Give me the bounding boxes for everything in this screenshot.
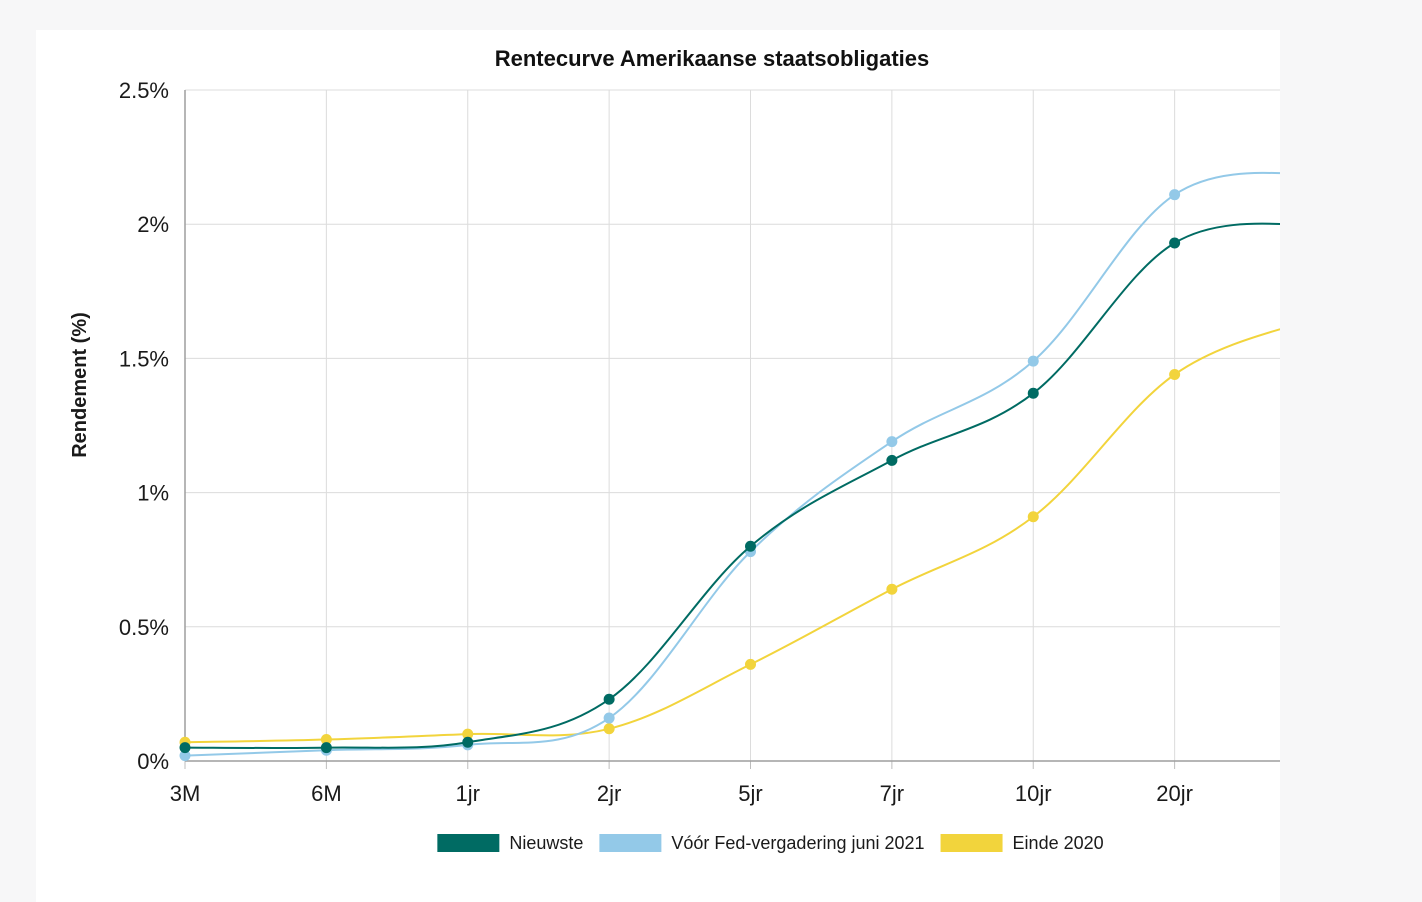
- data-point-voor-fed-vergadering-juni-2021-10jr[interactable]: [1027, 355, 1039, 367]
- data-point-nieuwste-7jr[interactable]: [886, 454, 898, 466]
- data-point-einde-2020-20jr[interactable]: [1169, 369, 1181, 381]
- y-tick-label: 1.5%: [119, 346, 169, 371]
- legend-item-einde-2020[interactable]: Einde 2020: [940, 833, 1104, 853]
- legend-label-voor-fed-vergadering-juni-2021: Vóór Fed-vergadering juni 2021: [671, 833, 924, 853]
- data-point-nieuwste-10jr[interactable]: [1027, 387, 1039, 399]
- series-nieuwste: [179, 222, 1280, 754]
- legend-swatch-einde-2020: [940, 834, 1003, 852]
- legend-item-nieuwste[interactable]: Nieuwste: [437, 833, 583, 853]
- data-point-einde-2020-6m[interactable]: [320, 734, 332, 746]
- grid: [184, 89, 1280, 762]
- data-point-einde-2020-2jr[interactable]: [603, 723, 615, 735]
- y-tick-label: 1%: [137, 481, 169, 506]
- legend-swatch-nieuwste: [437, 834, 500, 852]
- x-tick-label: 5jr: [738, 781, 762, 806]
- x-tick-label: 2jr: [597, 781, 621, 806]
- y-tick-label: 2%: [137, 212, 169, 237]
- data-point-nieuwste-3m[interactable]: [179, 742, 191, 754]
- x-tick-label: 10jr: [1015, 781, 1052, 806]
- chart-title: Rentecurve Amerikaanse staatsobligaties: [495, 46, 930, 71]
- y-tick-label: 0%: [137, 749, 169, 774]
- y-tick-label: 2.5%: [119, 78, 169, 103]
- data-point-nieuwste-20jr[interactable]: [1169, 237, 1181, 249]
- x-tick-label: 20jr: [1156, 781, 1193, 806]
- data-point-nieuwste-5jr[interactable]: [745, 540, 756, 552]
- data-point-einde-2020-10jr[interactable]: [1027, 511, 1039, 523]
- data-point-einde-2020-5jr[interactable]: [745, 658, 756, 670]
- chart-card: Rentecurve Amerikaanse staatsobligaties …: [36, 30, 1280, 902]
- series: [179, 171, 1280, 762]
- data-point-voor-fed-vergadering-juni-2021-3m[interactable]: [179, 750, 191, 762]
- legend-label-einde-2020: Einde 2020: [1013, 833, 1104, 853]
- x-tick-label: 3M: [170, 781, 201, 806]
- x-tick-label: 1jr: [456, 781, 480, 806]
- data-point-einde-2020-1jr[interactable]: [462, 728, 474, 740]
- x-tick-label: 6M: [311, 781, 342, 806]
- series-einde-2020: [179, 328, 1280, 748]
- y-axis-title: Rendement (%): [69, 312, 91, 458]
- axes: 0% 0.5% 1% 1.5% 2% 2.5% 3M 6M 1jr 2jr 5jr 7jr 10jr 20…: [119, 78, 1280, 806]
- legend-item-voor-fed-vergadering-juni-2021[interactable]: Vóór Fed-vergadering juni 2021: [599, 833, 925, 853]
- legend-label-nieuwste: Nieuwste: [509, 833, 583, 853]
- data-point-nieuwste-1jr[interactable]: [462, 736, 474, 748]
- x-tick-label: 7jr: [880, 781, 904, 806]
- data-point-nieuwste-6m[interactable]: [320, 742, 332, 754]
- data-point-nieuwste-2jr[interactable]: [603, 693, 615, 705]
- legend[interactable]: Nieuwste Vóór Fed-vergadering juni 2021 Ei…: [437, 833, 1104, 853]
- data-point-einde-2020-7jr[interactable]: [886, 583, 898, 595]
- y-tick-label: 0.5%: [119, 615, 169, 640]
- series-voor-fed-vergadering-juni-2021: [179, 171, 1280, 762]
- data-point-voor-fed-vergadering-juni-2021-20jr[interactable]: [1169, 189, 1181, 201]
- data-point-voor-fed-vergadering-juni-2021-2jr[interactable]: [603, 712, 615, 724]
- data-point-voor-fed-vergadering-juni-2021-7jr[interactable]: [886, 436, 898, 448]
- legend-swatch-voor-fed-vergadering-juni-2021: [599, 834, 662, 852]
- series-line-einde-2020: [184, 328, 1280, 744]
- series-line-voor-fed-vergadering-juni-2021: [184, 171, 1280, 757]
- series-line-nieuwste: [184, 222, 1280, 749]
- yield-curve-chart: Rentecurve Amerikaanse staatsobligaties …: [69, 46, 1280, 853]
